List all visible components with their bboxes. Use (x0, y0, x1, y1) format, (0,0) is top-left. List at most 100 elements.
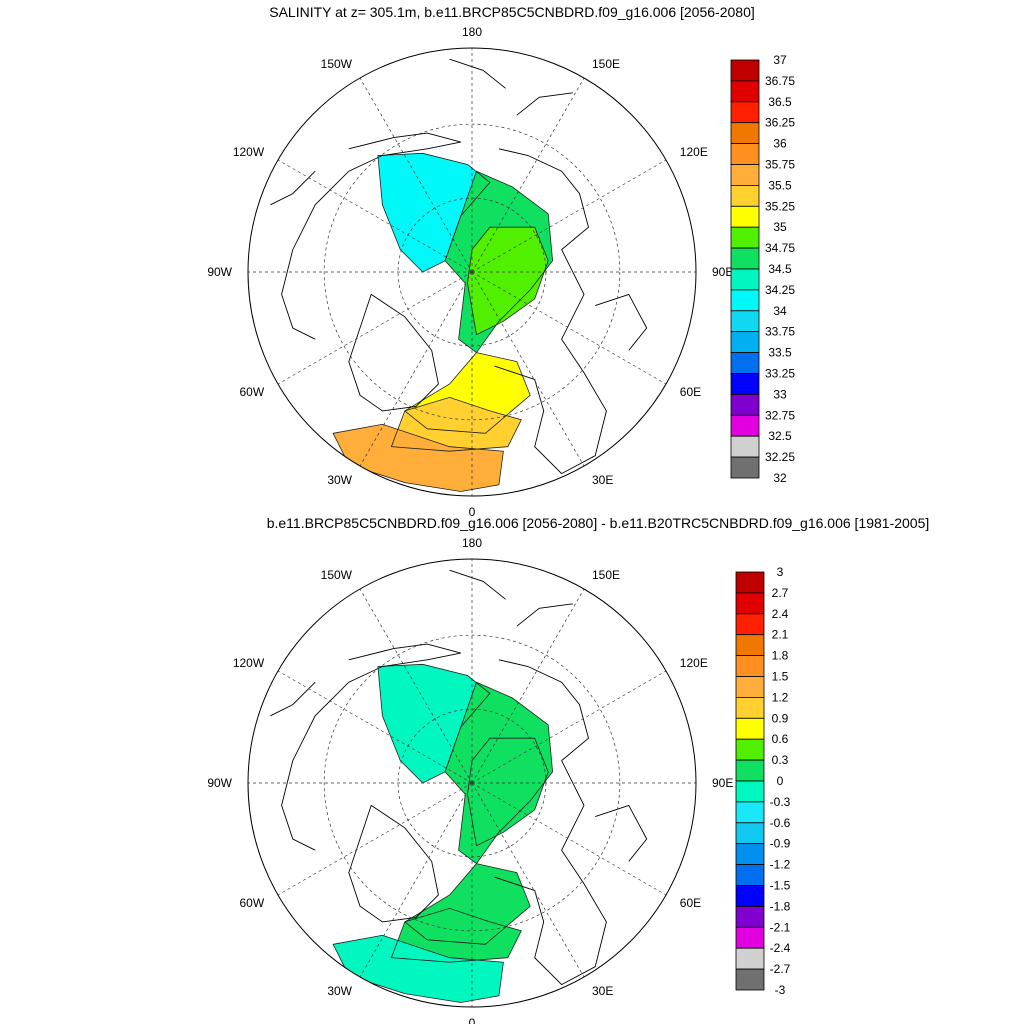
colorbar-swatch (730, 205, 760, 228)
coastline (449, 58, 506, 89)
contour-line (390, 907, 522, 963)
contour-line (390, 396, 522, 452)
colorbar-label: 34.75 (765, 241, 795, 255)
coastline (494, 760, 607, 986)
panel-salinity-map: 180 150E 120E 90E 60E 30E 0 30W 60W 90W 120W 150W (207, 25, 733, 519)
colorbar-label: -1.8 (770, 899, 791, 913)
panel-title-salinity: SALINITY at z= 305.1m, b.e11.BRCP85C5CNB… (269, 4, 755, 20)
contour-line (467, 226, 549, 336)
colorbar-label: 36.25 (765, 116, 795, 130)
colorbar-label: 32.75 (765, 408, 795, 422)
colorbar-label: -2.7 (770, 962, 791, 976)
colorbar-label: 0.9 (772, 711, 789, 725)
longitude-label: 60W (240, 385, 265, 399)
coastline (498, 148, 590, 250)
meridian-line (471, 588, 585, 784)
meridian-line (277, 782, 473, 896)
colorbar-swatch (730, 122, 760, 144)
ocean-field-a (377, 153, 490, 272)
colorbar-swatch (735, 738, 765, 761)
ocean-field-f (333, 424, 504, 492)
coastline (516, 603, 573, 627)
longitude-label: 60W (240, 896, 265, 910)
colorbar-swatch (730, 310, 760, 333)
meridian-line (277, 159, 473, 273)
coastline (595, 293, 648, 351)
colorbar-swatch (735, 780, 765, 803)
colorbar-label: -1.2 (770, 858, 791, 872)
colorbar-label: 1.5 (772, 670, 789, 684)
longitude-label: 120W (233, 145, 265, 159)
colorbar-swatch (735, 822, 765, 845)
panel-difference-map: 180 150E 120E 90E 60E 30E 0 30W 60W 90W 120W 150W (207, 536, 733, 1024)
meridian-line (359, 588, 473, 784)
meridian-line (471, 782, 667, 896)
longitude-label: 90E (712, 776, 733, 790)
longitude-label: 120W (233, 656, 265, 670)
longitude-label: 180 (462, 536, 482, 550)
contour-line (404, 863, 531, 945)
longitude-label: 150E (592, 568, 620, 582)
longitude-label: 0 (469, 505, 476, 519)
meridian-line (359, 782, 473, 978)
colorbar-label: 34.25 (765, 283, 795, 297)
colorbar-difference: 3 2.7 2.4 2.1 1.8 1.5 1.2 0.9 0.6 0.3 0 -0.3 -0.6 -0.… (735, 565, 791, 997)
contour-line (404, 352, 531, 434)
coastline (498, 659, 590, 761)
contour-line (467, 737, 549, 847)
colorbar-label: -2.1 (770, 920, 791, 934)
ocean-field-c (467, 227, 549, 335)
coastline (270, 681, 316, 717)
colorbar-swatch (735, 968, 765, 991)
longitude-label: 90E (712, 265, 733, 279)
longitude-label: 60E (680, 385, 701, 399)
colorbar-swatch (735, 655, 765, 677)
colorbar-swatch (730, 80, 760, 103)
coastline (595, 804, 648, 862)
coastline (348, 293, 439, 412)
colorbar-swatch (730, 331, 760, 354)
colorbar-label: 35.25 (765, 199, 795, 213)
colorbar-swatch (735, 926, 765, 949)
ocean-field-a (377, 664, 490, 783)
colorbar-salinity: 37 36.75 36.5 36.25 36 35.75 35.5 35.25 35 34.75 3… (730, 53, 795, 485)
colorbar-label: 36.5 (768, 95, 792, 109)
meridian-line (277, 670, 473, 784)
longitude-label: 30E (592, 984, 613, 998)
longitude-label: 30E (592, 473, 613, 487)
longitude-label: 150W (321, 568, 353, 582)
meridian-line (359, 77, 473, 273)
colorbar-swatch (735, 843, 765, 866)
colorbar-label: 2.7 (772, 586, 789, 600)
map-border (247, 47, 697, 497)
colorbar-swatch (735, 759, 765, 782)
colorbar-label: -2.4 (770, 941, 791, 955)
colorbar-swatch (730, 247, 760, 270)
colorbar-swatch (730, 414, 760, 437)
colorbar-label: -0.9 (770, 837, 791, 851)
colorbar-label: 2.4 (772, 607, 789, 621)
colorbar-label: 33 (773, 387, 787, 401)
longitude-label: 120E (680, 656, 708, 670)
colorbar-label: 2.1 (772, 628, 789, 642)
longitude-label: 90W (207, 265, 232, 279)
colorbar-swatch (735, 906, 765, 928)
colorbar-swatch (730, 101, 760, 124)
colorbar-swatch (730, 164, 760, 186)
panel-title-difference: b.e11.BRCP85C5CNBDRD.f09_g16.006 [2056-2… (266, 515, 930, 531)
colorbar-swatch (730, 59, 760, 82)
coastline (516, 92, 573, 116)
longitude-label: 120E (680, 145, 708, 159)
colorbar-swatch (730, 352, 760, 374)
meridian-line (359, 271, 473, 467)
colorbar-label: 33.25 (765, 367, 795, 381)
colorbar-label: 36.75 (765, 74, 795, 88)
colorbar-swatch (735, 947, 765, 970)
colorbar-label: 37 (773, 53, 787, 67)
colorbar-label: 0.3 (772, 753, 789, 767)
coastline (348, 804, 439, 923)
colorbar-label: 1.8 (772, 649, 789, 663)
longitude-label: 180 (462, 25, 482, 39)
colorbar-label: 32.5 (768, 429, 792, 443)
